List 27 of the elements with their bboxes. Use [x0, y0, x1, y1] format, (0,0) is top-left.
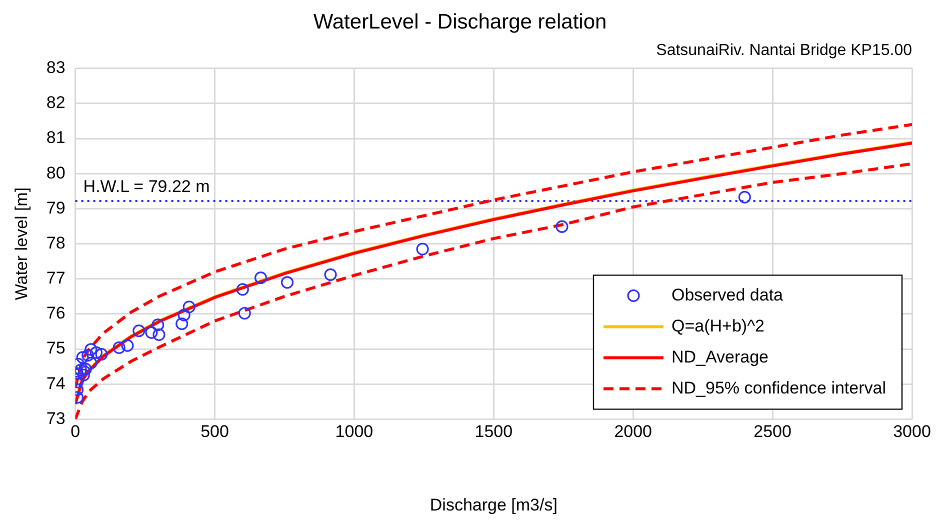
legend-label: Q=a(H+b)^2: [671, 316, 765, 336]
x-axis-title: Discharge [m3/s]: [430, 495, 558, 514]
y-tick-label: 73: [46, 408, 66, 428]
y-tick-label: 83: [46, 58, 66, 78]
ref-line-label: H.W.L = 79.22 m: [83, 177, 210, 196]
y-tick-label: 74: [46, 374, 66, 393]
chart-subtitle: SatsunaiRiv. Nantai Bridge KP15.00: [656, 42, 912, 60]
x-tick-label: 0: [70, 422, 80, 442]
y-tick-label: 82: [46, 93, 66, 112]
legend-label: ND_Average: [671, 347, 769, 366]
x-tick-label: 2500: [754, 422, 792, 442]
x-tick-label: 3000: [893, 422, 931, 442]
x-tick-label: 500: [200, 422, 229, 442]
x-tick-label: 2000: [614, 422, 652, 442]
y-tick-label: 81: [46, 128, 66, 148]
x-tick-label: 1000: [335, 422, 374, 442]
y-tick-label: 75: [46, 338, 66, 358]
y-tick-label: 76: [46, 304, 66, 323]
y-tick-label: 79: [46, 198, 66, 218]
chart-title: WaterLevel - Discharge relation: [313, 10, 607, 34]
legend-label: ND_95% confidence interval: [671, 378, 886, 398]
y-tick-label: 78: [46, 233, 66, 252]
y-tick-label: 80: [46, 163, 66, 182]
y-axis-title: Water level [m]: [12, 187, 31, 300]
legend-label: Observed data: [671, 285, 784, 304]
x-tick-label: 1500: [474, 422, 513, 442]
y-tick-label: 77: [46, 268, 66, 288]
